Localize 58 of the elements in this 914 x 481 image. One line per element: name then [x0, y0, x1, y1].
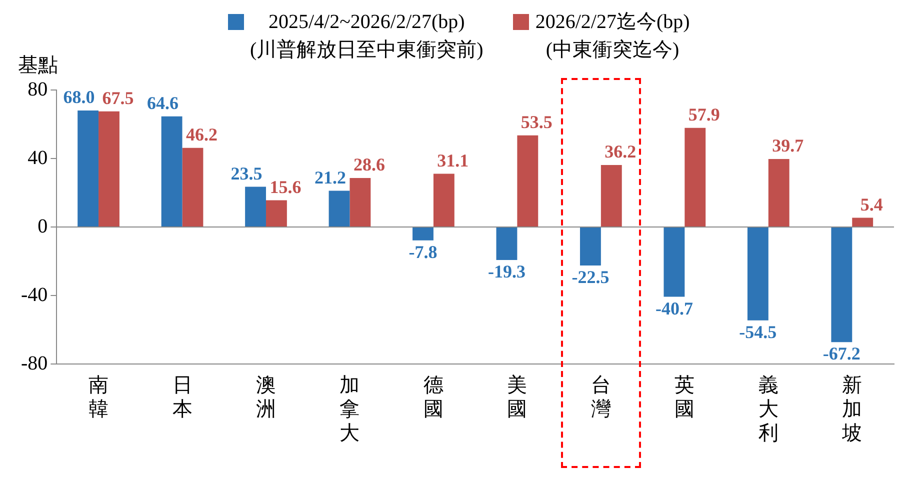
data-label: -22.5	[572, 267, 610, 288]
bar	[98, 111, 120, 226]
data-label: 57.9	[688, 104, 720, 125]
bar	[684, 128, 706, 226]
x-tick-label: 台灣	[590, 374, 611, 420]
x-tick-label: 南韓	[88, 374, 109, 420]
data-label: 23.5	[230, 163, 262, 184]
data-label: 53.5	[520, 112, 552, 132]
x-tick-label: 美國	[507, 373, 528, 420]
data-label: -54.5	[739, 322, 777, 342]
y-tick-label: -40	[20, 284, 48, 306]
bar	[182, 148, 204, 226]
bar	[517, 135, 538, 226]
bar	[78, 110, 99, 226]
data-label: 68.0	[63, 87, 95, 108]
bar	[161, 116, 182, 226]
data-label: -19.3	[488, 262, 526, 282]
bar	[433, 174, 454, 226]
bar	[350, 178, 371, 226]
x-tick-label: 英國	[674, 374, 695, 420]
data-label: 39.7	[772, 136, 804, 156]
x-tick-label: 義大利	[758, 374, 778, 444]
data-label: 21.2	[314, 167, 346, 188]
x-tick-label: 加拿大	[340, 374, 360, 444]
y-axis-title: 基點	[18, 54, 58, 76]
bar	[580, 228, 601, 266]
data-label: -7.8	[408, 242, 438, 262]
x-tick-label: 澳洲	[256, 374, 276, 420]
bar	[496, 228, 518, 260]
x-tick-label: 日本	[172, 374, 192, 420]
data-label: 36.2	[604, 142, 636, 162]
bar	[852, 218, 874, 226]
y-tick-label: 0	[38, 215, 48, 238]
data-label: -40.7	[655, 298, 693, 318]
bar	[664, 228, 685, 297]
y-tick-label: 40	[28, 146, 48, 169]
data-label: 46.2	[186, 124, 218, 145]
data-label: 5.4	[860, 194, 883, 214]
data-label: 67.5	[102, 88, 134, 108]
data-label: 64.6	[147, 93, 179, 114]
bar	[768, 159, 790, 226]
data-label: -67.2	[822, 344, 860, 364]
data-label: 28.6	[353, 154, 385, 175]
bar	[600, 165, 622, 226]
bar	[831, 228, 852, 342]
bar	[328, 190, 350, 226]
data-label: 15.6	[270, 176, 302, 197]
data-label: 31.1	[437, 150, 469, 170]
bar	[412, 228, 434, 240]
legend-label: 2025/4/2~2026/2/27(bp) (川普解放日至中東衝突前)	[250, 10, 484, 63]
y-tick-label: -80	[20, 352, 48, 374]
y-tick-label: 80	[28, 78, 48, 100]
bar	[245, 186, 266, 226]
legend-label: 2026/2/27迄今(bp) (中東衝突迄今)	[535, 10, 690, 63]
x-tick-label: 新加坡	[841, 374, 862, 444]
bar	[747, 228, 768, 320]
bar	[266, 200, 287, 226]
x-tick-label: 德國	[423, 374, 444, 420]
